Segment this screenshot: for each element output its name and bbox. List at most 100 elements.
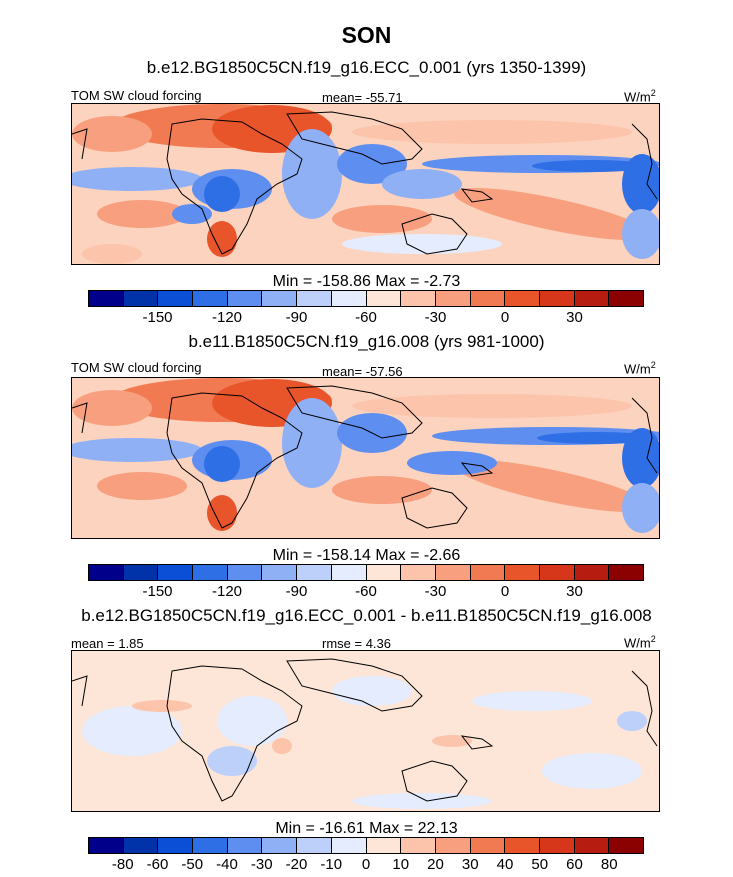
colorbar-swatch bbox=[262, 838, 298, 853]
colorbar-tick-label: -60 bbox=[146, 856, 169, 873]
colorbar-swatch bbox=[297, 838, 332, 853]
panel-3-colorbar-ticks: -80 -60 -50 -40 -30 -20 -10 0 10 20 30 40 50 60 80 bbox=[88, 856, 644, 874]
panel-2-colorbar bbox=[88, 564, 644, 581]
colorbar-swatch bbox=[574, 565, 610, 580]
colorbar-tick-label: -20 bbox=[285, 856, 308, 873]
panel-2-units: W/m2 bbox=[624, 360, 656, 377]
colorbar-swatch bbox=[193, 838, 228, 853]
colorbar-swatch bbox=[574, 291, 610, 306]
colorbar-swatch bbox=[609, 291, 643, 306]
colorbar-tick-label: -30 bbox=[424, 583, 447, 600]
colorbar-tick-label: -90 bbox=[285, 583, 308, 600]
colorbar-swatch bbox=[609, 838, 643, 853]
colorbar-swatch bbox=[331, 291, 367, 306]
colorbar-tick-label: -120 bbox=[211, 583, 243, 600]
panel-1-map bbox=[71, 103, 660, 265]
colorbar-swatch bbox=[470, 291, 506, 306]
colorbar-swatch bbox=[609, 565, 643, 580]
colorbar-swatch bbox=[401, 291, 436, 306]
colorbar-swatch bbox=[401, 565, 436, 580]
colorbar-swatch bbox=[574, 838, 610, 853]
colorbar-tick-label: 50 bbox=[531, 856, 549, 873]
panel-1-variable-label: TOM SW cloud forcing bbox=[71, 88, 202, 103]
colorbar-swatch bbox=[366, 565, 402, 580]
colorbar-swatch bbox=[123, 291, 159, 306]
panel-3-units: W/m2 bbox=[624, 634, 656, 651]
colorbar-swatch bbox=[262, 565, 298, 580]
colorbar-swatch bbox=[539, 291, 575, 306]
colorbar-swatch bbox=[435, 565, 471, 580]
panel-2-min-max: Min = -158.14 Max = -2.66 bbox=[272, 547, 461, 564]
panel-1-colorbar bbox=[88, 290, 644, 307]
panel-1-colorbar-ticks: -150 -120 -90 -60 -30 0 30 bbox=[88, 309, 644, 327]
colorbar-tick-label: 0 bbox=[500, 583, 510, 600]
panel-3-map bbox=[71, 650, 660, 812]
colorbar-swatch bbox=[401, 838, 436, 853]
colorbar-tick-label: 40 bbox=[496, 856, 514, 873]
colorbar-swatch bbox=[539, 565, 575, 580]
colorbar-swatch bbox=[89, 291, 124, 306]
colorbar-swatch bbox=[505, 838, 540, 853]
colorbar-swatch bbox=[505, 291, 540, 306]
colorbar-swatch bbox=[227, 565, 263, 580]
panel-2-variable-label: TOM SW cloud forcing bbox=[71, 360, 202, 375]
colorbar-swatch bbox=[158, 565, 194, 580]
colorbar-swatch bbox=[227, 838, 263, 853]
colorbar-swatch bbox=[193, 565, 228, 580]
panel-1-mean-label: mean= -55.71 bbox=[322, 90, 403, 105]
colorbar-swatch bbox=[297, 291, 332, 306]
colorbar-tick-label: -30 bbox=[424, 309, 447, 326]
colorbar-tick-label: -90 bbox=[285, 309, 308, 326]
colorbar-tick-label: 80 bbox=[600, 856, 618, 873]
panel-3-title: b.e12.BG1850C5CN.f19_g16.ECC_0.001 - b.e… bbox=[81, 606, 652, 625]
panel-1-title: b.e12.BG1850C5CN.f19_g16.ECC_0.001 (yrs … bbox=[146, 58, 587, 77]
colorbar-tick-label: -60 bbox=[355, 583, 377, 600]
panel-1-min-max: Min = -158.86 Max = -2.73 bbox=[272, 273, 461, 290]
colorbar-swatch bbox=[297, 565, 332, 580]
colorbar-tick-label: -50 bbox=[181, 856, 204, 873]
colorbar-swatch bbox=[470, 838, 506, 853]
colorbar-swatch bbox=[123, 565, 159, 580]
colorbar-swatch bbox=[227, 291, 263, 306]
panel-2-map bbox=[71, 377, 660, 539]
colorbar-tick-label: 20 bbox=[427, 856, 444, 873]
colorbar-swatch bbox=[366, 838, 402, 853]
colorbar-tick-label: -60 bbox=[355, 309, 377, 326]
colorbar-tick-label: 30 bbox=[461, 856, 479, 873]
colorbar-tick-label: 0 bbox=[361, 856, 371, 873]
colorbar-swatch bbox=[331, 565, 367, 580]
colorbar-tick-label: 30 bbox=[566, 309, 583, 326]
colorbar-swatch bbox=[435, 291, 471, 306]
colorbar-swatch bbox=[262, 291, 298, 306]
colorbar-swatch bbox=[158, 838, 194, 853]
colorbar-swatch bbox=[89, 838, 124, 853]
colorbar-tick-label: -150 bbox=[142, 309, 173, 326]
colorbar-tick-label: -30 bbox=[250, 856, 273, 873]
colorbar-tick-label: -150 bbox=[142, 583, 173, 600]
colorbar-swatch bbox=[435, 838, 471, 853]
colorbar-tick-label: 60 bbox=[566, 856, 583, 873]
colorbar-swatch bbox=[193, 291, 228, 306]
colorbar-swatch bbox=[123, 838, 159, 853]
colorbar-swatch bbox=[331, 838, 367, 853]
colorbar-tick-label: -40 bbox=[216, 856, 238, 873]
colorbar-swatch bbox=[470, 565, 506, 580]
colorbar-swatch bbox=[158, 291, 194, 306]
figure-title: SON bbox=[341, 22, 392, 48]
colorbar-tick-label: 30 bbox=[566, 583, 583, 600]
colorbar-tick-label: -80 bbox=[111, 856, 134, 873]
panel-3-mean-label: mean = 1.85 bbox=[71, 636, 144, 651]
colorbar-tick-label: 0 bbox=[500, 309, 510, 326]
panel-3-min-max: Min = -16.61 Max = 22.13 bbox=[275, 820, 458, 837]
panel-3-colorbar bbox=[88, 837, 644, 854]
colorbar-swatch bbox=[505, 565, 540, 580]
panel-2-colorbar-ticks: -150 -120 -90 -60 -30 0 30 bbox=[88, 583, 644, 601]
panel-2-title: b.e11.B1850C5CN.f19_g16.008 (yrs 981-100… bbox=[188, 332, 545, 351]
panel-3-rmse-label: rmse = 4.36 bbox=[322, 636, 392, 651]
colorbar-swatch bbox=[366, 291, 402, 306]
panel-2-mean-label: mean= -57.56 bbox=[322, 364, 403, 379]
colorbar-swatch bbox=[89, 565, 124, 580]
colorbar-tick-label: 10 bbox=[392, 856, 410, 873]
colorbar-tick-label: -120 bbox=[211, 309, 243, 326]
colorbar-swatch bbox=[539, 838, 575, 853]
